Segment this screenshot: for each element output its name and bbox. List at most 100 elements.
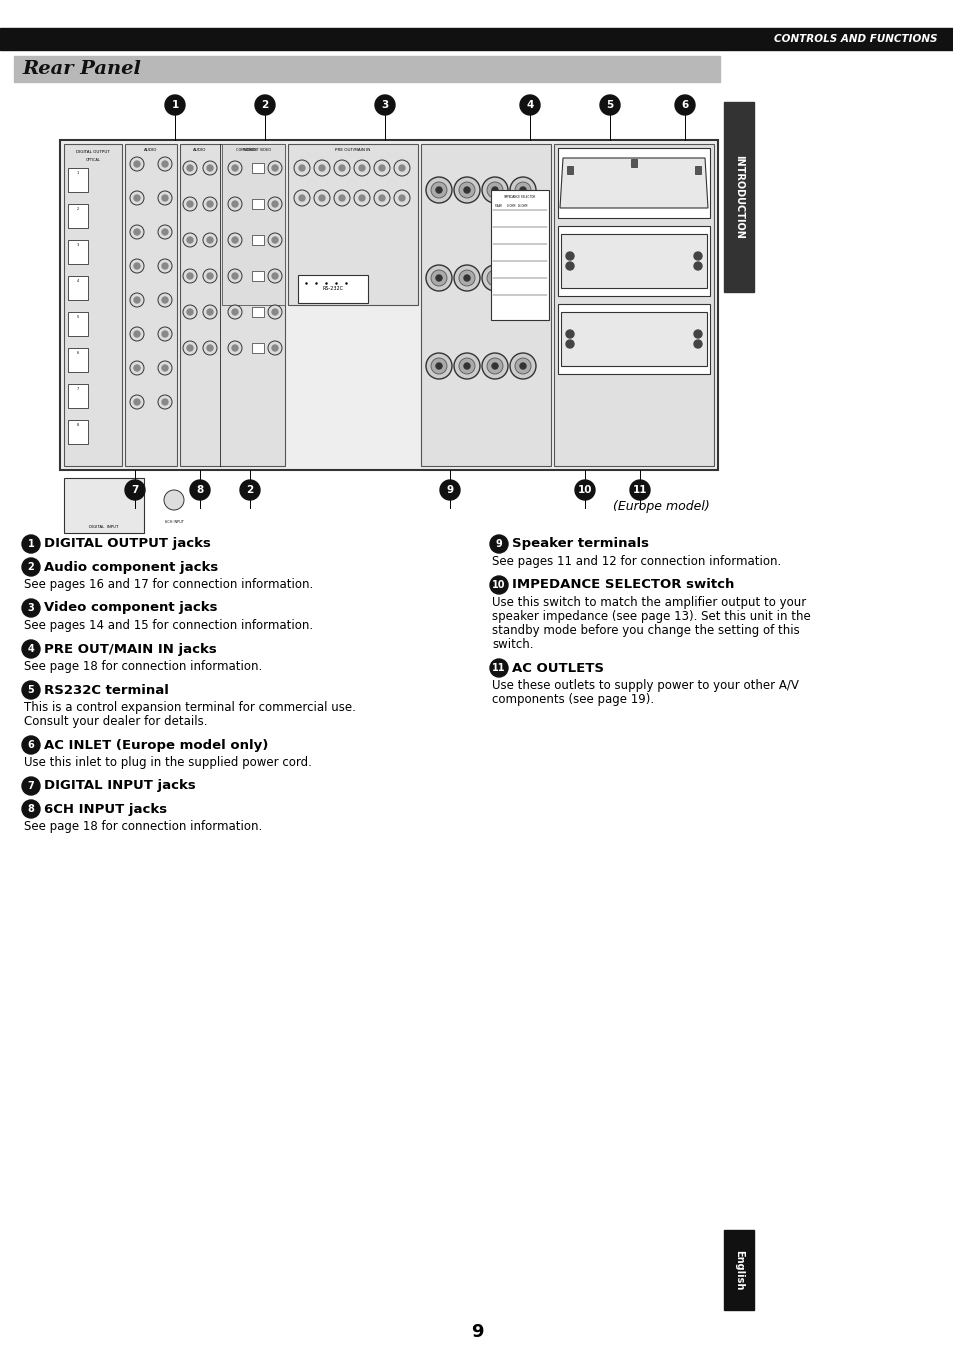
- Bar: [723, 102, 753, 293]
- Text: Use this inlet to plug in the supplied power cord.: Use this inlet to plug in the supplied p…: [24, 756, 312, 768]
- Text: 3: 3: [381, 100, 388, 111]
- Text: 9: 9: [496, 539, 502, 549]
- Circle shape: [268, 197, 282, 212]
- Bar: [68, 311, 88, 336]
- Bar: [222, 144, 285, 305]
- Circle shape: [294, 160, 310, 177]
- Polygon shape: [559, 158, 707, 208]
- Circle shape: [426, 177, 452, 204]
- Circle shape: [232, 201, 237, 208]
- Circle shape: [398, 195, 405, 201]
- Circle shape: [565, 340, 574, 348]
- Circle shape: [490, 576, 507, 594]
- Circle shape: [133, 365, 140, 371]
- Circle shape: [492, 363, 497, 369]
- Circle shape: [228, 160, 242, 175]
- Text: 1: 1: [172, 100, 178, 111]
- Circle shape: [22, 681, 40, 700]
- Bar: [297, 275, 368, 303]
- Bar: [64, 479, 144, 532]
- Bar: [252, 342, 264, 353]
- Bar: [558, 305, 709, 373]
- Text: IMPEDANCE SELECTOR switch: IMPEDANCE SELECTOR switch: [512, 578, 734, 592]
- Bar: [558, 148, 709, 218]
- Circle shape: [374, 190, 390, 206]
- Text: INTRODUCTION: INTRODUCTION: [733, 155, 743, 239]
- Circle shape: [515, 270, 531, 286]
- Text: This is a control expansion terminal for commercial use.: This is a control expansion terminal for…: [24, 701, 355, 714]
- Circle shape: [515, 359, 531, 373]
- Circle shape: [519, 275, 525, 280]
- Text: 6CH INPUT jacks: 6CH INPUT jacks: [44, 802, 167, 816]
- Text: 10: 10: [492, 580, 505, 590]
- Circle shape: [158, 156, 172, 171]
- Circle shape: [426, 353, 452, 379]
- Text: (Europe model): (Europe model): [613, 500, 709, 514]
- Circle shape: [158, 191, 172, 205]
- Circle shape: [298, 164, 305, 171]
- Bar: [491, 190, 548, 319]
- Text: PRE OUT/MAIN IN: PRE OUT/MAIN IN: [335, 148, 370, 152]
- Circle shape: [158, 361, 172, 375]
- Circle shape: [207, 345, 213, 350]
- Text: 2: 2: [28, 562, 34, 572]
- Circle shape: [22, 558, 40, 576]
- Bar: [252, 307, 264, 317]
- Bar: [0, 28, 953, 50]
- Text: 5: 5: [77, 315, 79, 319]
- Circle shape: [207, 309, 213, 315]
- Text: AC INLET (Europe model only): AC INLET (Europe model only): [44, 739, 268, 751]
- Circle shape: [338, 195, 345, 201]
- Circle shape: [187, 309, 193, 315]
- Bar: [558, 226, 709, 297]
- Circle shape: [338, 164, 345, 171]
- Text: COMPONENT VIDEO: COMPONENT VIDEO: [235, 148, 271, 152]
- Text: 2: 2: [261, 100, 269, 111]
- Circle shape: [228, 305, 242, 319]
- Circle shape: [375, 94, 395, 115]
- Circle shape: [207, 274, 213, 279]
- Text: 4: 4: [526, 100, 533, 111]
- Circle shape: [374, 160, 390, 177]
- Bar: [68, 276, 88, 301]
- Circle shape: [158, 293, 172, 307]
- Circle shape: [232, 274, 237, 279]
- Bar: [554, 144, 713, 466]
- Circle shape: [354, 160, 370, 177]
- Circle shape: [254, 94, 274, 115]
- Text: CONTROLS AND FUNCTIONS: CONTROLS AND FUNCTIONS: [774, 34, 937, 44]
- Circle shape: [354, 190, 370, 206]
- Text: See pages 11 and 12 for connection information.: See pages 11 and 12 for connection infor…: [492, 555, 781, 568]
- Bar: [14, 57, 720, 82]
- Text: Use these outlets to supply power to your other A/V: Use these outlets to supply power to you…: [492, 679, 798, 692]
- Circle shape: [232, 164, 237, 171]
- Circle shape: [158, 395, 172, 408]
- Text: 8: 8: [77, 423, 79, 427]
- Circle shape: [162, 332, 168, 337]
- Circle shape: [510, 177, 536, 204]
- Circle shape: [314, 160, 330, 177]
- Circle shape: [162, 263, 168, 270]
- Circle shape: [125, 480, 145, 500]
- Bar: [60, 140, 718, 470]
- Circle shape: [272, 201, 277, 208]
- Circle shape: [162, 365, 168, 371]
- Circle shape: [575, 480, 595, 500]
- Circle shape: [515, 182, 531, 198]
- Circle shape: [334, 160, 350, 177]
- Text: 8: 8: [196, 485, 203, 495]
- Bar: [630, 159, 637, 167]
- Polygon shape: [560, 235, 706, 288]
- Circle shape: [431, 359, 447, 373]
- Circle shape: [228, 233, 242, 247]
- Circle shape: [272, 164, 277, 171]
- Circle shape: [318, 195, 325, 201]
- Text: 3: 3: [28, 603, 34, 613]
- Circle shape: [203, 305, 216, 319]
- Circle shape: [510, 353, 536, 379]
- Text: 4: 4: [28, 644, 34, 654]
- Circle shape: [565, 252, 574, 260]
- Circle shape: [232, 237, 237, 243]
- Text: Audio component jacks: Audio component jacks: [44, 561, 218, 573]
- Circle shape: [232, 345, 237, 350]
